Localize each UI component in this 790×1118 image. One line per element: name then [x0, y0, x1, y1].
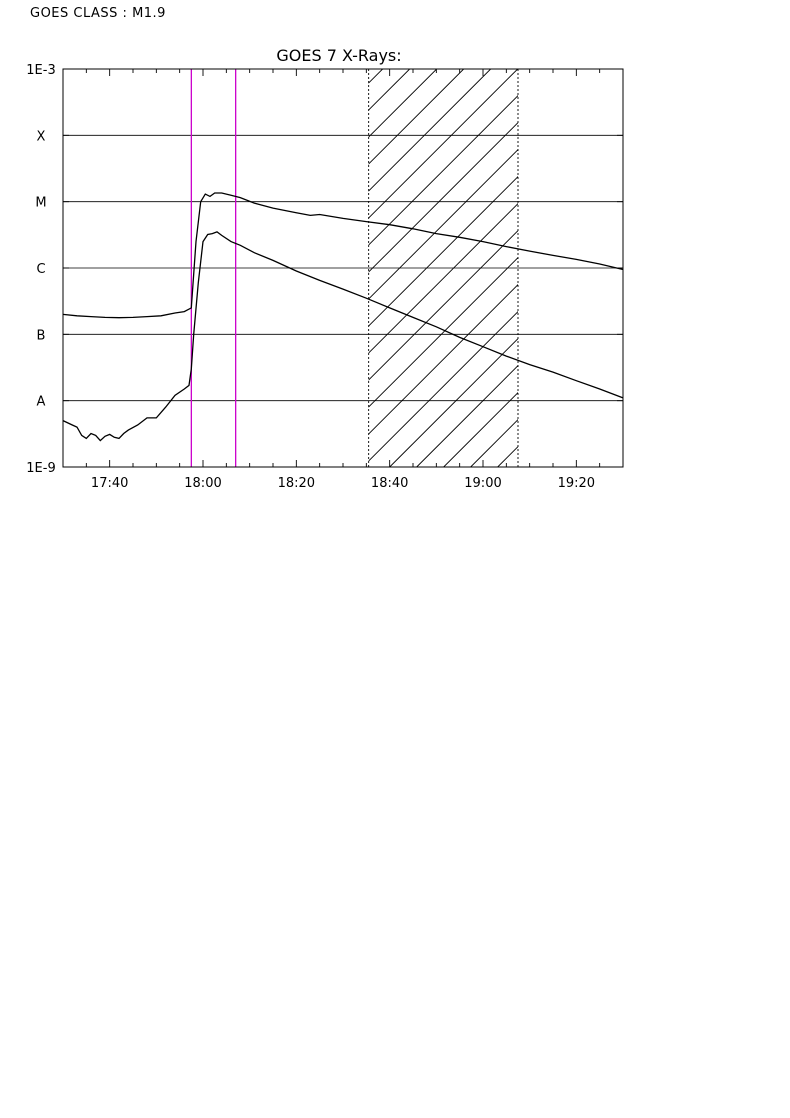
series-layer [62, 192, 624, 442]
goes-class-label: GOES CLASS : M1.9 [30, 6, 166, 21]
hatch-line [368, 149, 518, 300]
hatch-line [368, 311, 518, 462]
hatch-line [714, 69, 790, 467]
tick-layer [62, 68, 624, 468]
y-tick-label: X [37, 129, 46, 144]
series-line-short-channel [62, 231, 624, 442]
y-tick-labels: 1E-3 X M C B A 1E-9 [26, 63, 55, 476]
hatch-line [368, 95, 518, 246]
hatch-line [633, 69, 790, 467]
hatch-line [660, 69, 790, 467]
series-line-long-channel [62, 192, 624, 319]
x-tick-label: 18:00 [184, 476, 221, 491]
hatch-line [606, 69, 790, 467]
y-tick-label: B [37, 328, 46, 343]
hatch-line [368, 122, 518, 273]
x-tick-label: 19:00 [464, 476, 501, 491]
y-tick-label: M [35, 196, 46, 211]
x-tick-label: 18:40 [371, 476, 408, 491]
x-tick-labels: 17:40 18:00 18:20 18:40 19:00 19:20 [91, 476, 595, 491]
hatch-line [368, 69, 464, 165]
chart-title: GOES 7 X-Rays: [276, 46, 401, 65]
hatch-line [687, 69, 790, 467]
hatch-line [741, 69, 790, 467]
hatched-interval [368, 69, 790, 467]
hatch-line [389, 338, 518, 467]
y-tick-label: 1E-3 [26, 63, 55, 78]
y-tick-label: 1E-9 [26, 461, 55, 476]
hatch-line [768, 69, 790, 467]
hatch-line [368, 284, 518, 435]
hatch-line [368, 69, 437, 138]
hatch-line [368, 257, 518, 408]
hatch-line [368, 69, 491, 192]
hatch-line [443, 392, 518, 467]
y-tick-label: C [36, 262, 45, 277]
x-tick-label: 18:20 [278, 476, 315, 491]
x-tick-label: 17:40 [91, 476, 128, 491]
hatch-lines [368, 69, 790, 467]
hatch-line [368, 230, 518, 381]
grid-layer [63, 134, 623, 402]
hatch-line [368, 69, 518, 219]
hatch-line [368, 176, 518, 327]
hatch-line [368, 203, 518, 354]
flare-marker-lines [190, 69, 237, 467]
y-tick-label: A [37, 395, 46, 410]
hatch-line [416, 365, 518, 467]
x-tick-label: 19:20 [558, 476, 595, 491]
